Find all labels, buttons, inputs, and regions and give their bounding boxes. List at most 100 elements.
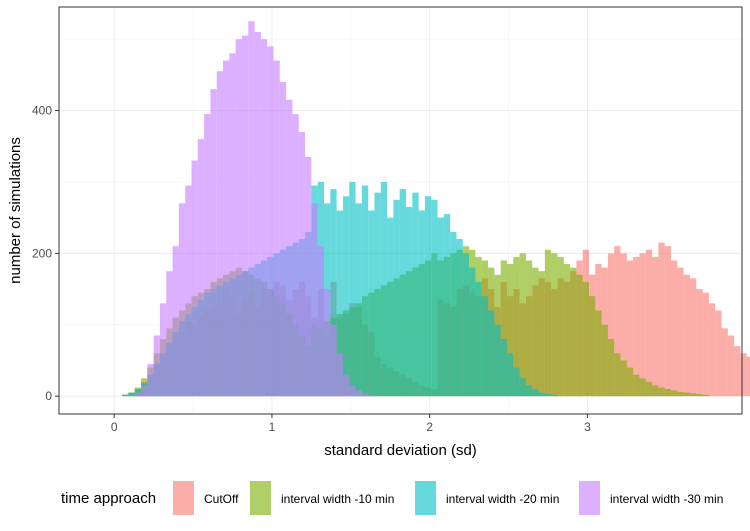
histogram-bar <box>462 253 470 397</box>
histogram-bar <box>128 392 135 397</box>
histogram-bar <box>349 385 356 397</box>
histogram-bar <box>153 335 160 397</box>
histogram-bar <box>412 192 419 397</box>
histogram-bar <box>658 242 665 397</box>
histogram-bar <box>481 296 489 397</box>
histogram-bar <box>330 189 337 397</box>
histogram-bar <box>557 256 564 397</box>
histogram-bar <box>210 89 217 397</box>
histogram-bar <box>393 199 400 397</box>
histogram-bar <box>336 210 343 397</box>
histogram-bar <box>614 353 621 397</box>
histogram-bar <box>248 21 255 397</box>
histogram-bar <box>330 324 337 397</box>
histogram-bar <box>601 324 608 397</box>
histogram-bar <box>311 203 318 397</box>
histogram-bar <box>235 39 242 397</box>
histogram-bar <box>185 185 192 397</box>
histogram-bar <box>620 253 627 397</box>
histogram-bar <box>323 289 331 397</box>
histogram-bar <box>532 389 539 397</box>
histogram-bar <box>671 390 678 397</box>
histogram-bar <box>298 131 306 397</box>
histogram-bar <box>696 289 703 397</box>
histogram-bar <box>576 274 583 397</box>
histogram-bar <box>525 385 533 397</box>
histogram-bar <box>494 324 501 397</box>
histogram-bar <box>538 392 545 397</box>
histogram-bar <box>683 274 690 397</box>
histogram-bar <box>734 346 741 397</box>
histogram-bar <box>141 385 148 397</box>
histogram-bar <box>355 390 362 397</box>
histogram-bar <box>279 81 287 397</box>
x-axis: 0 1 2 3 <box>111 414 591 434</box>
histogram-bar <box>166 271 173 397</box>
histogram-bar <box>664 389 672 397</box>
histogram-bar <box>424 196 432 397</box>
histogram-bar <box>361 393 369 397</box>
histogram-bar <box>431 199 438 397</box>
y-tick-label: 200 <box>32 246 52 260</box>
series-interval-width-30-min <box>134 21 375 397</box>
histogram-bar <box>677 391 684 397</box>
histogram-bar <box>639 253 646 397</box>
histogram-bar <box>216 71 224 397</box>
y-axis-title: number of simulations <box>7 137 24 284</box>
histogram-bar <box>147 364 154 397</box>
y-axis: 0 200 400 <box>32 104 59 403</box>
x-tick-label: 3 <box>584 420 591 434</box>
legend-title: time approach <box>61 490 156 507</box>
histogram-bar <box>488 310 495 397</box>
histogram-bar <box>267 46 274 397</box>
histogram-bar <box>626 367 634 397</box>
histogram-bar <box>349 181 356 397</box>
histogram-bar <box>191 160 198 397</box>
histogram-bar <box>664 246 672 397</box>
histogram-bar <box>519 378 526 397</box>
histogram-bar <box>342 196 350 397</box>
histogram-bar <box>305 156 312 397</box>
histogram-bar <box>254 31 261 397</box>
histogram-bar <box>450 231 457 397</box>
histogram-bar <box>361 185 369 397</box>
histogram-bar <box>588 296 596 397</box>
histogram-bar <box>633 374 640 397</box>
histogram-bar <box>708 303 716 397</box>
histogram-bar <box>336 353 343 397</box>
y-tick-label: 0 <box>45 389 52 403</box>
histogram-bar <box>671 260 678 397</box>
histogram-bar <box>721 328 728 397</box>
histogram-bar <box>368 394 375 397</box>
histogram-bar <box>633 256 640 397</box>
histogram-bar <box>122 394 129 397</box>
y-tick-label: 400 <box>32 104 52 118</box>
histogram-bar <box>639 378 646 397</box>
x-tick-label: 1 <box>269 420 276 434</box>
histogram-bar <box>317 246 324 397</box>
histogram-bar <box>374 192 381 397</box>
histogram-bar <box>519 253 526 397</box>
histogram-bar <box>500 339 507 397</box>
legend-key <box>579 481 600 515</box>
histogram-bar <box>727 335 735 397</box>
legend-key <box>415 481 436 515</box>
histogram-bar <box>702 292 709 397</box>
histogram-bar <box>607 253 615 397</box>
histogram-bar <box>551 394 558 397</box>
histogram-bar <box>286 99 293 397</box>
histogram-bar <box>134 392 142 397</box>
histogram-bar <box>538 271 545 397</box>
histogram-bar <box>525 260 533 397</box>
histogram-bar <box>260 39 268 397</box>
histogram-bar <box>355 203 362 397</box>
histogram-bar <box>652 256 659 397</box>
histogram-bar <box>696 394 703 397</box>
x-axis-title: standard deviation (sd) <box>324 442 477 459</box>
histogram-bar <box>645 381 653 397</box>
histogram-bar <box>475 281 482 397</box>
histogram-bar <box>677 267 684 397</box>
histogram-bar <box>506 264 514 397</box>
histogram-bar <box>689 278 697 397</box>
histogram-bar <box>582 281 589 397</box>
